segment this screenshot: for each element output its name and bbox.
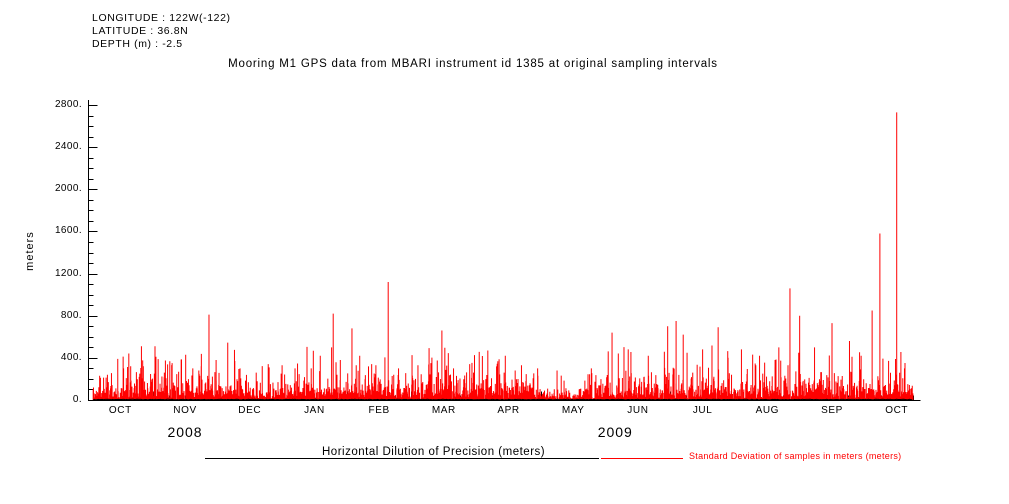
legend-hdop-label: Horizontal Dilution of Precision (meters… — [322, 446, 546, 458]
longitude-label: LONGITUDE : 122W(-122) — [92, 12, 231, 24]
depth-label: DEPTH (m) : -2.5 — [92, 38, 183, 50]
y-tick-label: 2800. — [54, 99, 82, 110]
legend-stddev-label: Standard Deviation of samples in meters … — [689, 451, 902, 461]
x-tick-label: JUL — [692, 405, 713, 416]
x-tick-label: FEB — [368, 405, 390, 416]
x-tick-label: NOV — [173, 405, 197, 416]
y-tick-label: 400. — [60, 351, 82, 363]
y-tick-label: 1200. — [54, 267, 82, 279]
x-tick-label: APR — [497, 405, 520, 416]
legend-stddev-line — [601, 458, 683, 459]
x-tick-label: SEP — [821, 405, 843, 416]
y-tick-label: 2000. — [54, 183, 82, 195]
x-tick-label: MAR — [431, 405, 456, 416]
x-tick-label: OCT — [885, 405, 909, 416]
x-tick-label: JUN — [627, 405, 649, 416]
y-axis-label: meters — [24, 231, 36, 271]
year-label: 2009 — [597, 424, 633, 440]
x-tick-label: AUG — [755, 405, 780, 416]
x-tick-label: JAN — [304, 405, 325, 416]
x-tick-label: DEC — [238, 405, 262, 416]
x-tick-label: MAY — [561, 405, 585, 416]
x-tick-label: OCT — [108, 405, 132, 416]
chart-title: Mooring M1 GPS data from MBARI instrumen… — [228, 58, 718, 70]
y-tick-label: 0. — [72, 394, 82, 405]
y-tick-label: 2400. — [54, 141, 82, 153]
latitude-label: LATITUDE : 36.8N — [92, 25, 189, 37]
legend-hdop-line — [205, 458, 599, 459]
y-tick-label: 1600. — [54, 225, 82, 237]
y-tick-label: 800. — [60, 309, 82, 321]
year-label: 2008 — [167, 424, 203, 440]
